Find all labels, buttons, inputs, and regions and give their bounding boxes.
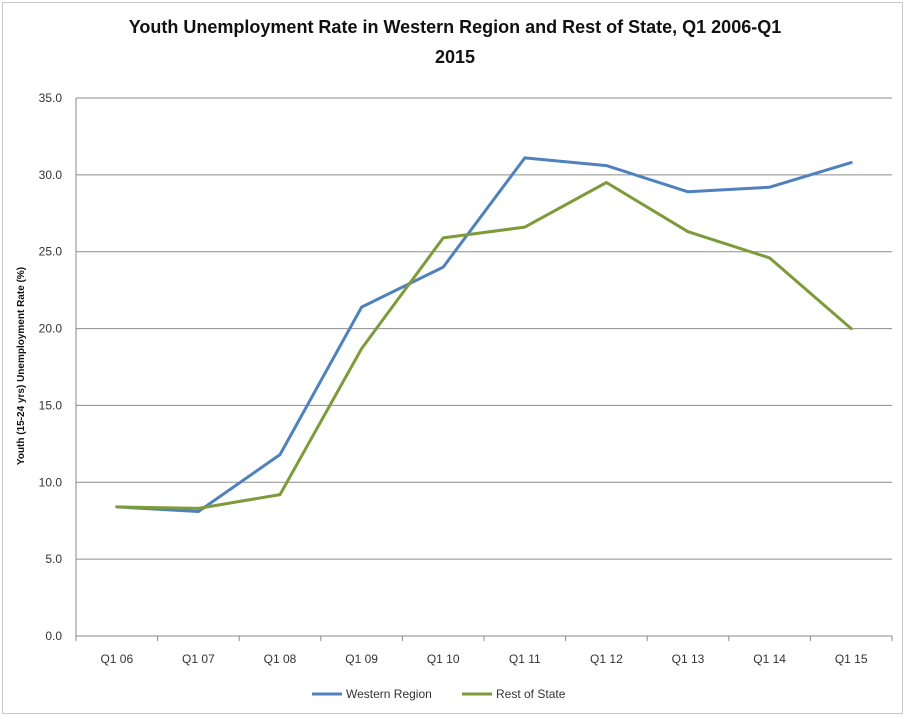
x-tick-label: Q1 09 bbox=[345, 652, 378, 666]
legend-entry: Western Region bbox=[346, 687, 432, 701]
series-line-western-region bbox=[115, 156, 853, 513]
x-tick-label: Q1 13 bbox=[672, 652, 705, 666]
x-tick-label: Q1 15 bbox=[835, 652, 868, 666]
y-tick-label: 15.0 bbox=[39, 398, 63, 412]
chart-title-line-1: Youth Unemployment Rate in Western Regio… bbox=[128, 17, 782, 37]
x-tick-label: Q1 08 bbox=[264, 652, 297, 666]
y-tick-label: 25.0 bbox=[39, 245, 63, 259]
y-tick-label: 20.0 bbox=[39, 322, 63, 336]
series-lines bbox=[115, 156, 853, 513]
y-tick-label: 30.0 bbox=[39, 168, 63, 182]
y-axis-label: Youth (15-24 yrs) Unemployment Rate (%) bbox=[16, 267, 27, 465]
x-tick-label: Q1 07 bbox=[182, 652, 215, 666]
legend-entry: Rest of State bbox=[496, 687, 566, 701]
y-tick-label: 10.0 bbox=[39, 475, 63, 489]
gridlines bbox=[75, 97, 893, 641]
x-tick-label: Q1 12 bbox=[590, 652, 623, 666]
x-tick-label: Q1 06 bbox=[100, 652, 133, 666]
y-axis-ticks: 0.0 5.0 10.0 15.0 20.0 25.0 30.0 35.0 bbox=[39, 91, 63, 643]
chart-title-line-2: 2015 bbox=[434, 47, 476, 67]
y-tick-label: 5.0 bbox=[45, 552, 62, 566]
y-tick-label: 35.0 bbox=[39, 91, 63, 105]
x-tick-label: Q1 10 bbox=[427, 652, 460, 666]
legend: Western Region Rest of State bbox=[312, 687, 566, 701]
x-tick-label: Q1 14 bbox=[753, 652, 786, 666]
x-tick-label: Q1 11 bbox=[509, 652, 541, 666]
chart-title: Youth Unemployment Rate in Western Regio… bbox=[60, 12, 850, 72]
y-tick-label: 0.0 bbox=[45, 629, 62, 643]
x-axis-ticks: Q1 06 Q1 07 Q1 08 Q1 09 Q1 10 Q1 11 Q1 12 Q1 13… bbox=[100, 652, 867, 666]
series-line-rest-of-state bbox=[115, 181, 853, 510]
